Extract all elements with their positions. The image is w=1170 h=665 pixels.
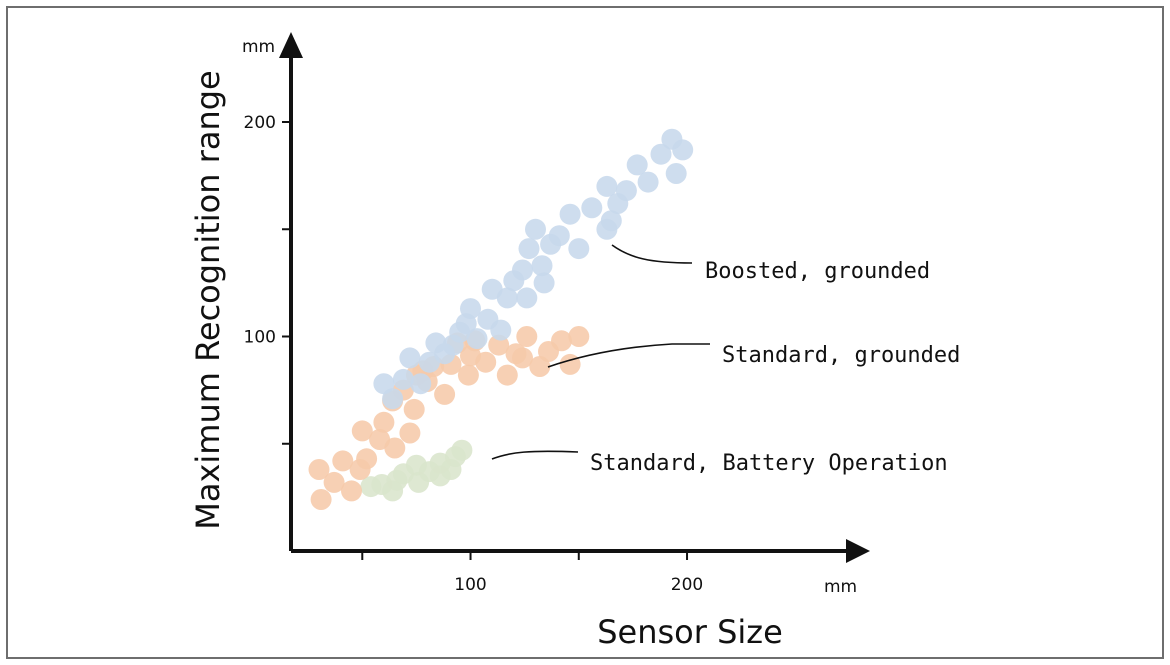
y-tick-label: 100 — [244, 328, 276, 348]
series-standard-battery-operation — [360, 439, 473, 502]
data-point — [403, 398, 425, 420]
data-point — [392, 368, 414, 390]
x-axis-arrow — [846, 539, 870, 563]
data-point — [323, 471, 345, 493]
data-point — [341, 480, 362, 502]
data-point — [496, 364, 518, 386]
x-axis-title: Sensor Size — [597, 613, 783, 651]
data-point — [410, 373, 432, 395]
data-point — [373, 411, 395, 433]
data-point — [568, 238, 590, 260]
data-point — [672, 139, 694, 161]
data-point — [531, 255, 553, 277]
ticks-layer: 100 200 100 200 — [244, 113, 704, 595]
data-point — [512, 347, 533, 369]
data-point — [518, 238, 540, 260]
data-point — [399, 422, 421, 444]
data-point — [516, 287, 538, 309]
data-point — [559, 203, 581, 225]
data-point — [460, 298, 481, 320]
data-point — [551, 330, 572, 352]
data-point — [665, 163, 687, 184]
data-point — [308, 459, 330, 480]
data-point — [512, 259, 533, 281]
annotation-standard-battery: Standard, Battery Operation — [590, 451, 948, 476]
leader-line-boosted — [611, 244, 693, 264]
y-tick-label: 200 — [244, 113, 276, 133]
data-point — [637, 171, 659, 193]
data-point — [466, 328, 488, 350]
data-point — [626, 154, 648, 176]
annotation-boosted-grounded: Boosted, grounded — [705, 259, 930, 284]
data-point — [600, 210, 622, 232]
x-tick-label: 100 — [454, 575, 486, 595]
data-point — [650, 143, 672, 165]
data-point — [568, 326, 590, 347]
x-unit-label: mm — [824, 577, 857, 597]
data-point — [332, 450, 354, 472]
data-point — [351, 420, 373, 442]
annotations-layer: Boosted, grounded Standard, grounded Sta… — [491, 244, 960, 476]
data-point — [559, 353, 581, 375]
data-point — [356, 448, 378, 470]
y-axis-title: Maximum Recognition range — [189, 70, 227, 530]
y-unit-label: mm — [242, 37, 275, 57]
data-point — [399, 347, 421, 369]
labels-layer: mm mm Sensor Size Maximum Recognition ra… — [189, 37, 857, 651]
annotation-standard-grounded: Standard, grounded — [722, 343, 960, 368]
data-point — [310, 489, 332, 510]
data-point — [533, 272, 555, 294]
data-point — [615, 180, 637, 202]
data-point — [475, 351, 497, 373]
data-point — [434, 383, 456, 405]
data-point — [496, 287, 518, 309]
data-point — [490, 319, 512, 341]
axes-layer — [279, 32, 870, 563]
data-point — [382, 388, 404, 410]
leader-line-battery — [491, 450, 579, 460]
data-point — [525, 218, 546, 240]
data-point — [384, 437, 406, 459]
points-layer — [308, 128, 694, 510]
data-point — [581, 197, 603, 219]
series-boosted-grounded — [373, 128, 694, 410]
data-point — [596, 175, 618, 197]
data-point — [451, 439, 473, 461]
data-point — [457, 364, 479, 386]
data-point — [516, 326, 538, 347]
y-axis-arrow — [279, 32, 303, 58]
x-tick-label: 200 — [671, 575, 703, 595]
leader-line-standard — [547, 343, 710, 368]
data-point — [548, 225, 570, 247]
